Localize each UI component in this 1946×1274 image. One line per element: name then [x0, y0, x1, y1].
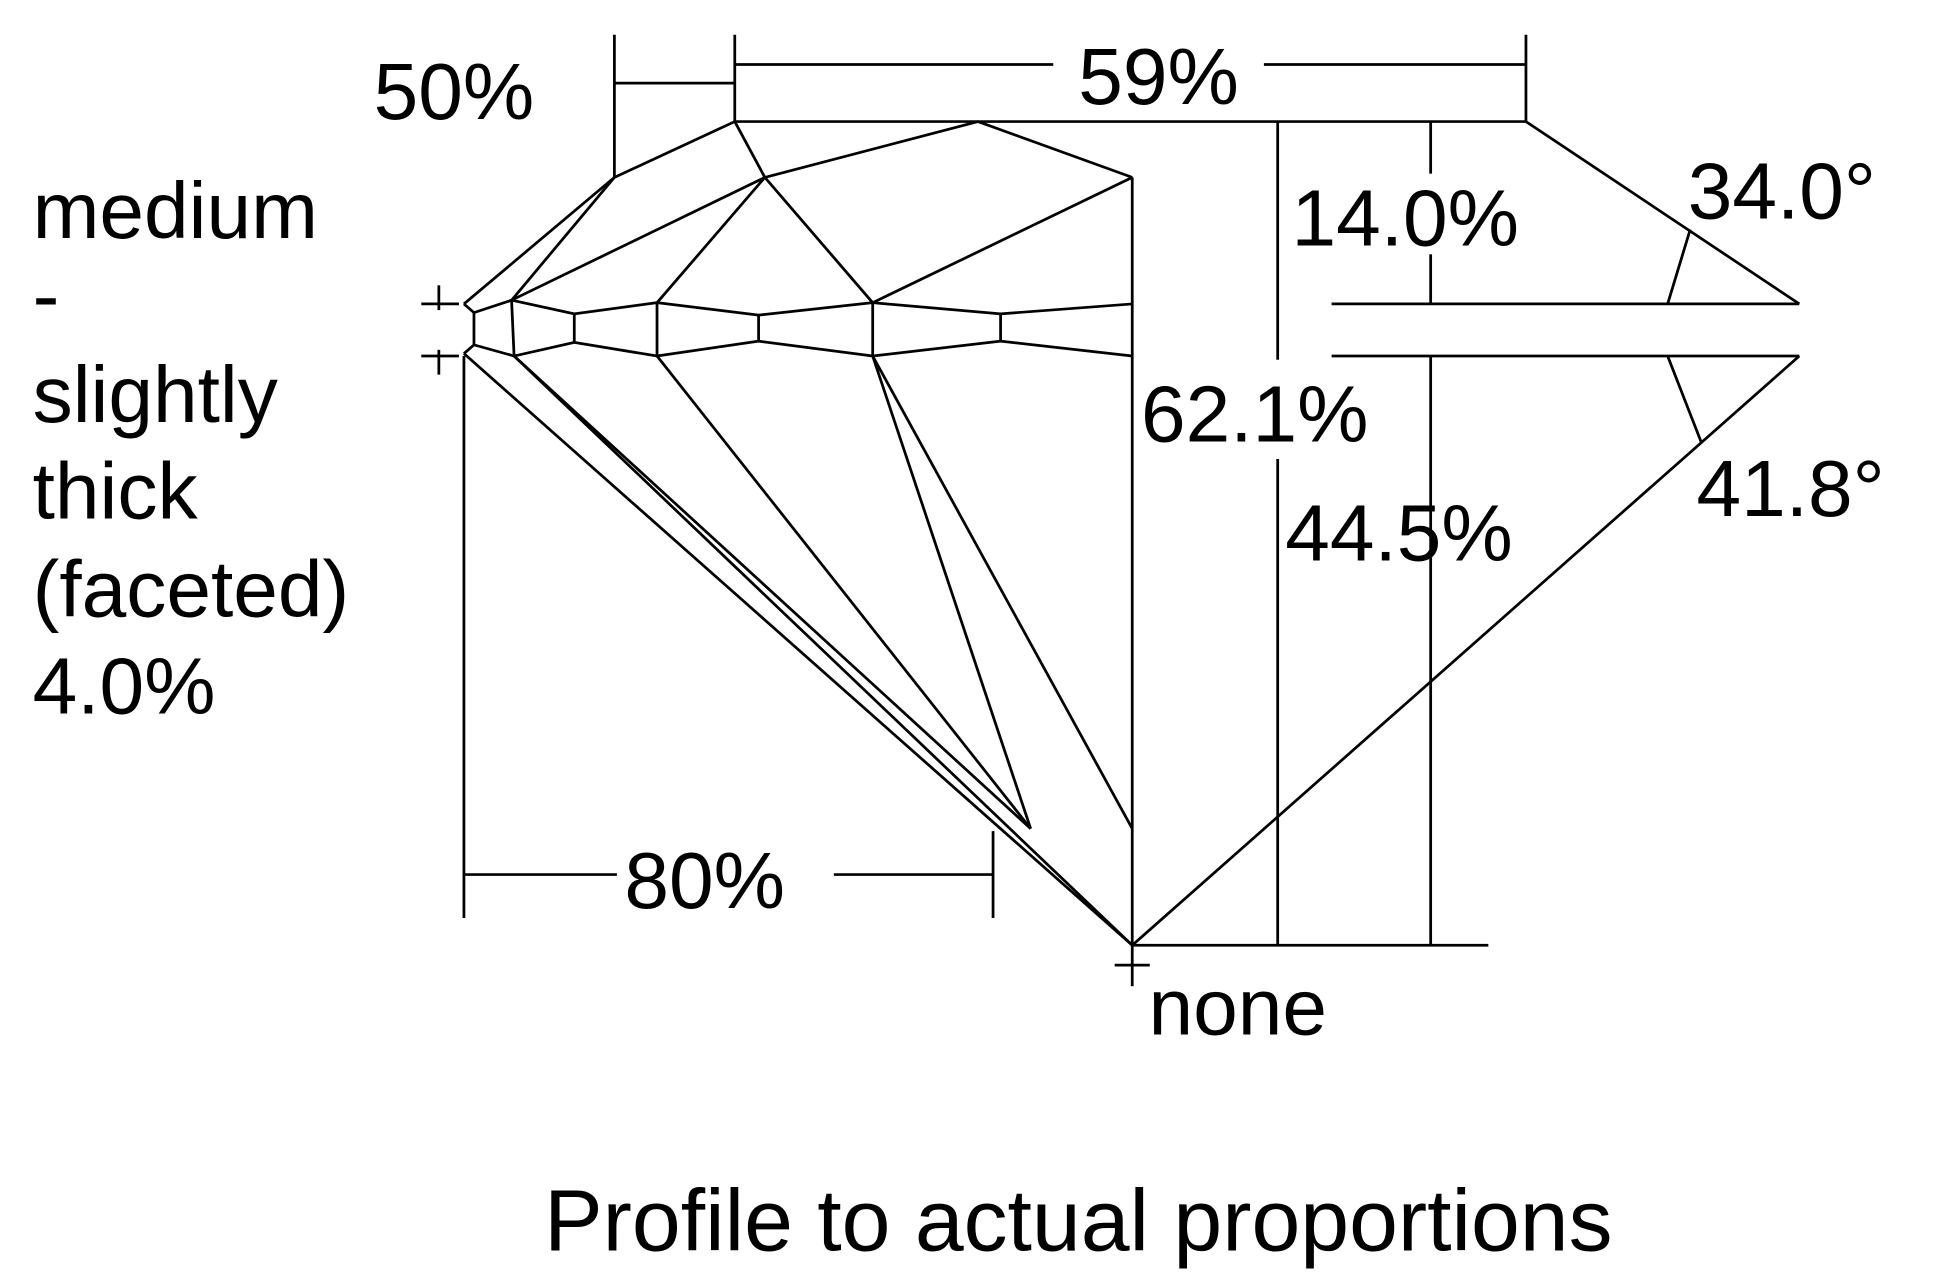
dimension-lines — [421, 34, 1703, 987]
star-length-label: 80% — [624, 836, 785, 925]
girdle-line: 4.0% — [33, 642, 216, 731]
crown-height-label: 14.0% — [1291, 174, 1519, 263]
pavilion-depth-label: 44.5% — [1285, 489, 1513, 578]
girdle-line: thick — [33, 447, 199, 536]
lower-half-label: 50% — [374, 47, 535, 136]
girdle-description: medium - slightly thick (faceted) 4.0% — [33, 167, 350, 731]
crown-facets — [510, 120, 1134, 946]
diagram-title: Profile to actual proportions — [544, 1172, 1612, 1269]
pavilion-facets — [513, 355, 1134, 947]
girdle-facets — [463, 298, 1133, 358]
crown-angle-label: 34.0° — [1688, 147, 1876, 236]
total-depth-label: 62.1% — [1141, 370, 1369, 459]
culet-label: none — [1149, 963, 1328, 1052]
girdle-line: (faceted) — [33, 545, 350, 634]
girdle-line: slightly — [33, 350, 278, 439]
girdle-line: - — [33, 251, 60, 340]
pavilion-angle-label: 41.8° — [1696, 444, 1884, 533]
girdle-line: medium — [33, 167, 318, 256]
table-label: 59% — [1078, 33, 1239, 122]
